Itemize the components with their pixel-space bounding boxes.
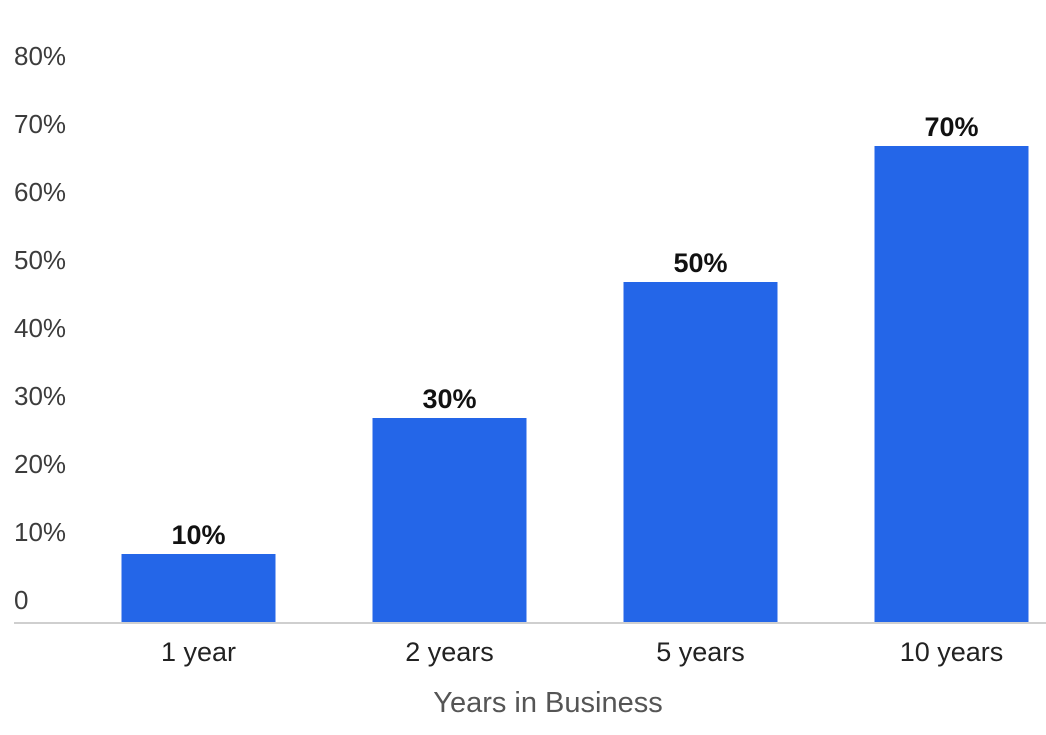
y-tick-label: 20% [14, 449, 66, 479]
bar-data-label: 50% [673, 248, 727, 278]
x-axis-ticks: 1 year 2 years 5 years 10 years [161, 637, 1003, 667]
bar-data-label: 30% [422, 384, 476, 414]
bars [121, 146, 1029, 622]
x-tick-label: 5 years [656, 637, 745, 667]
bar-data-label: 10% [171, 520, 225, 550]
x-tick-label: 10 years [900, 637, 1004, 667]
y-tick-label: 50% [14, 245, 66, 275]
y-tick-label: 60% [14, 177, 66, 207]
y-tick-label: 30% [14, 381, 66, 411]
bar[interactable] [372, 418, 527, 622]
bar[interactable] [623, 282, 778, 622]
y-tick-label: 0 [14, 585, 28, 615]
x-tick-label: 1 year [161, 637, 236, 667]
y-tick-label: 80% [14, 41, 66, 71]
data-labels: 10% 30% 50% 70% [171, 112, 978, 550]
bar[interactable] [121, 554, 276, 622]
y-tick-label: 10% [14, 517, 66, 547]
y-tick-label: 70% [14, 109, 66, 139]
x-tick-label: 2 years [405, 637, 494, 667]
bar[interactable] [874, 146, 1029, 622]
y-tick-label: 40% [14, 313, 66, 343]
x-axis-title: Years in Business [433, 687, 662, 719]
bar-data-label: 70% [924, 112, 978, 142]
y-axis-ticks: 0 10% 20% 30% 40% 50% 60% 70% 80% [14, 41, 66, 615]
